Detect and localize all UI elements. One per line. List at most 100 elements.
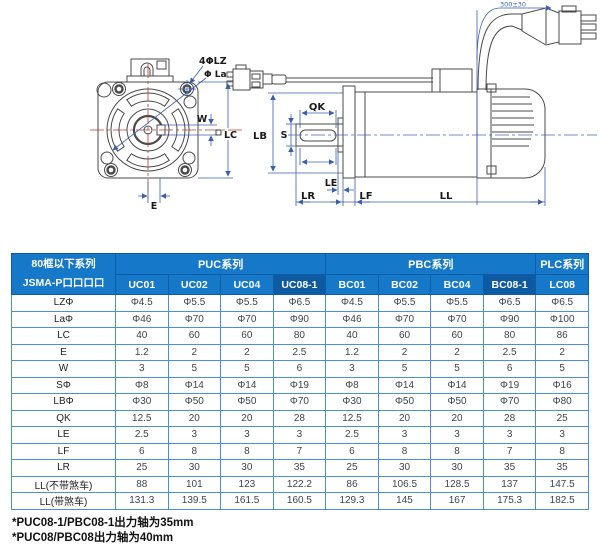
table-cell: 5 — [167, 360, 222, 378]
table-row: QK 12.5 20 20 28 12.5 20 20 28 25 — [11, 409, 589, 427]
dim-label-phi-la: Φ La — [204, 70, 227, 80]
model-column-header: UC01 — [115, 274, 169, 295]
table-cell: Φ90 — [272, 310, 327, 328]
table-cell: 35 — [482, 459, 537, 477]
table-cell: 3 — [325, 360, 379, 378]
table-cell: Φ16 — [535, 376, 589, 394]
model-column-header: BC02 — [377, 274, 432, 295]
table-cell: 60 — [167, 327, 222, 345]
table-cell: 30 — [377, 459, 432, 477]
table-cell: 160.5 — [272, 492, 327, 510]
table-cell: 101 — [167, 475, 222, 493]
table-cell: 139.5 — [167, 492, 222, 510]
table-cell: Φ5.5 — [220, 294, 274, 312]
table-cell: Φ50 — [220, 393, 274, 411]
table-cell: 86 — [535, 327, 589, 345]
table-cell: 3 — [167, 426, 222, 444]
table-cell: 35 — [272, 459, 327, 477]
table-cell: 2 — [377, 343, 432, 361]
table-cell: 2.5 — [115, 426, 169, 444]
table-cell: Φ14 — [430, 376, 484, 394]
table-cell: 3 — [220, 426, 274, 444]
table-cell: Φ4.5 — [115, 294, 169, 312]
footnote-2: *PUC08/PBC08出力轴为40mm — [12, 532, 174, 544]
table-cell: 3 — [272, 426, 327, 444]
table-cell: Φ6.5 — [482, 294, 537, 312]
table-row: SΦ Φ8 Φ14 Φ14 Φ19 Φ8 Φ14 Φ14 Φ19 Φ16 — [11, 376, 589, 394]
table-cell: 3 — [377, 426, 432, 444]
table-cell: Φ30 — [325, 393, 379, 411]
model-column-header: UC08-1 — [272, 274, 327, 295]
table-row: LL(带煞车) 131.3 139.5 161.5 160.5 129.3 145 167 17… — [11, 492, 589, 510]
table-cell: 20 — [167, 409, 222, 427]
rear-cover — [490, 88, 546, 179]
power-cable — [477, 5, 597, 91]
table-cell: 123 — [220, 475, 274, 493]
model-column-header: BC01 — [325, 274, 379, 295]
front-view — [96, 58, 199, 179]
table-cell: 167 — [430, 492, 484, 510]
table-cell: 1.2 — [325, 343, 379, 361]
row-label: SΦ — [11, 376, 116, 394]
table-cell: 3 — [430, 426, 484, 444]
row-label: LaΦ — [11, 310, 116, 328]
series-group-header: PUC系列 — [114, 253, 327, 275]
shaft-keyway — [299, 129, 337, 142]
table-cell: 30 — [220, 459, 274, 477]
row-label: QK — [11, 409, 116, 427]
table-cell: Φ5.5 — [377, 294, 432, 312]
dim-label-4phi-lz: 4ΦLZ — [199, 56, 227, 67]
front-dimensions — [112, 65, 233, 203]
dim-label-qk: QK — [309, 102, 327, 113]
table-cell: Φ70 — [167, 310, 222, 328]
table-cell: 12.5 — [115, 409, 169, 427]
table-cell: 3 — [115, 360, 169, 378]
table-cell: 145 — [377, 492, 432, 510]
table-cell: Φ14 — [377, 376, 432, 394]
series-group-header: PLC系列 — [535, 253, 589, 275]
table-cell: 5 — [535, 360, 589, 378]
table-cell: 25 — [535, 409, 589, 427]
table-cell: 2 — [220, 343, 274, 361]
dim-label-le: LE — [325, 178, 338, 189]
table-cell: Φ14 — [167, 376, 222, 394]
table-cell: 2 — [167, 343, 222, 361]
dim-label-lb: LB — [253, 131, 267, 142]
table-cell: Φ14 — [220, 376, 274, 394]
table-cell: 3 — [535, 426, 589, 444]
table-cell: 8 — [377, 442, 432, 460]
side-dimensions — [268, 5, 552, 206]
row-label: LL(带煞车) — [11, 492, 116, 510]
table-cell: 88 — [115, 475, 169, 493]
table-row: LE 2.5 3 3 3 2.5 3 3 3 3 — [11, 426, 589, 444]
flange-plate — [342, 85, 356, 179]
table-cell: 122.2 — [272, 475, 327, 493]
table-row: LBΦ Φ30 Φ50 Φ50 Φ70 Φ30 Φ50 Φ50 Φ70 Φ80 — [11, 393, 589, 411]
dim-label-cable: 300±30 — [500, 1, 526, 9]
table-cell: 30 — [167, 459, 222, 477]
table-cell: 7 — [482, 442, 537, 460]
row-label: LBΦ — [11, 393, 116, 411]
dim-label-ll: LL — [440, 191, 453, 202]
table-cell: 2.5 — [482, 343, 537, 361]
square-symbol — [215, 129, 222, 136]
table-cell: 40 — [115, 327, 169, 345]
row-label: W — [11, 360, 116, 378]
table-cell: Φ5.5 — [167, 294, 222, 312]
table-cell: 182.5 — [535, 492, 589, 510]
spec-table: 80框以下系列 JSMA-P口口口口 PUC系列 PBC系列 PLC系列 UC01 UC02… — [11, 253, 589, 510]
table-cell: 86 — [325, 475, 379, 493]
mounting-holes — [104, 82, 194, 177]
dim-label-w: W — [197, 114, 208, 125]
table-row: LL(不带煞车) 88 101 123 122.2 86 106.5 128.5 137 147.… — [11, 475, 589, 493]
row-label: LE — [11, 426, 116, 444]
footnotes: *PUC08-1/PBC08-1出力轴为35mm *PUC08/PBC08出力轴… — [12, 516, 194, 546]
table-row: LaΦ Φ46 Φ70 Φ70 Φ90 Φ46 Φ70 Φ70 Φ90 Φ100 — [11, 310, 589, 328]
table-cell: Φ6.5 — [535, 294, 589, 312]
table-corner-header: 80框以下系列 JSMA-P口口口口 — [11, 253, 116, 295]
model-column-header: BC04 — [430, 274, 484, 295]
model-column-header: UC04 — [220, 274, 274, 295]
model-column-header: UC02 — [167, 274, 222, 295]
row-label: LZΦ — [11, 294, 116, 312]
